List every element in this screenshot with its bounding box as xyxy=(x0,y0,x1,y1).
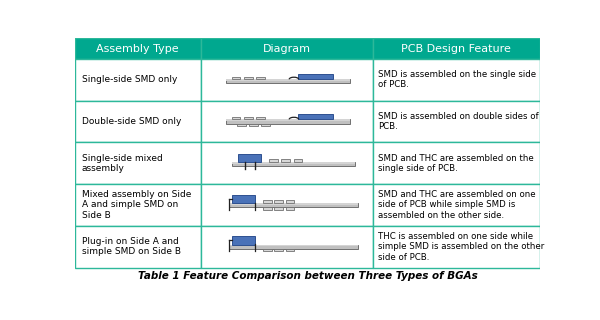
Bar xyxy=(263,207,272,210)
Bar xyxy=(238,154,261,162)
Bar xyxy=(373,38,540,59)
Text: Mixed assembly on Side
A and simple SMD on
Side B: Mixed assembly on Side A and simple SMD … xyxy=(82,190,191,220)
Text: Table 1 Feature Comparison between Three Types of BGAs: Table 1 Feature Comparison between Three… xyxy=(137,271,478,281)
Bar xyxy=(232,236,255,244)
Bar xyxy=(200,100,373,142)
Bar xyxy=(249,124,258,126)
Bar xyxy=(244,117,253,119)
Bar xyxy=(232,195,255,203)
Text: SMD is assembled on the single side
of PCB.: SMD is assembled on the single side of P… xyxy=(378,70,536,89)
Text: Single-side mixed
assembly: Single-side mixed assembly xyxy=(82,154,163,173)
Bar xyxy=(75,38,200,59)
Text: SMD and THC are assembled on one
side of PCB while simple SMD is
assembled on th: SMD and THC are assembled on one side of… xyxy=(378,190,536,220)
Text: THC is assembled on one side while
simple SMD is assembled on the other
side of : THC is assembled on one side while simpl… xyxy=(378,232,544,261)
Bar xyxy=(232,76,241,79)
Bar xyxy=(298,74,332,79)
Bar xyxy=(274,200,283,203)
Text: Assembly Type: Assembly Type xyxy=(97,44,179,54)
Bar xyxy=(298,114,332,119)
Bar xyxy=(226,79,350,84)
Text: PCB Design Feature: PCB Design Feature xyxy=(401,44,511,54)
Bar xyxy=(286,207,294,210)
Bar xyxy=(236,124,245,126)
Bar xyxy=(261,124,270,126)
Bar xyxy=(200,142,373,184)
Bar xyxy=(256,117,265,119)
Bar xyxy=(75,59,200,100)
Bar xyxy=(373,226,540,268)
Bar xyxy=(200,59,373,100)
Text: Diagram: Diagram xyxy=(263,44,311,54)
Text: SMD and THC are assembled on the
single side of PCB.: SMD and THC are assembled on the single … xyxy=(378,154,534,173)
Bar xyxy=(75,142,200,184)
Bar xyxy=(226,119,350,121)
Bar xyxy=(226,79,350,81)
Bar xyxy=(75,226,200,268)
Bar xyxy=(286,200,294,203)
Bar xyxy=(373,59,540,100)
Bar xyxy=(232,162,355,166)
Bar xyxy=(274,207,283,210)
Bar xyxy=(286,249,294,251)
Text: Double-side SMD only: Double-side SMD only xyxy=(82,117,181,126)
Bar xyxy=(75,100,200,142)
Bar xyxy=(263,200,272,203)
Bar xyxy=(200,184,373,226)
Bar xyxy=(274,249,283,251)
Text: SMD is assembled on double sides of
PCB.: SMD is assembled on double sides of PCB. xyxy=(378,112,539,131)
Bar xyxy=(373,100,540,142)
Bar xyxy=(229,203,358,205)
Text: Plug-in on Side A and
simple SMD on Side B: Plug-in on Side A and simple SMD on Side… xyxy=(82,237,181,256)
Bar xyxy=(229,203,358,207)
Text: Single-side SMD only: Single-side SMD only xyxy=(82,75,178,84)
Bar xyxy=(281,159,290,162)
Bar xyxy=(75,184,200,226)
Bar xyxy=(200,38,373,59)
Bar xyxy=(229,244,358,249)
Bar xyxy=(263,249,272,251)
Bar xyxy=(244,76,253,79)
Bar xyxy=(269,159,278,162)
Bar xyxy=(226,119,350,124)
Bar xyxy=(229,244,358,246)
Bar xyxy=(232,117,241,119)
Bar xyxy=(373,184,540,226)
Bar xyxy=(232,162,355,164)
Bar xyxy=(256,76,265,79)
Bar xyxy=(373,142,540,184)
Bar xyxy=(200,226,373,268)
Bar xyxy=(293,159,302,162)
